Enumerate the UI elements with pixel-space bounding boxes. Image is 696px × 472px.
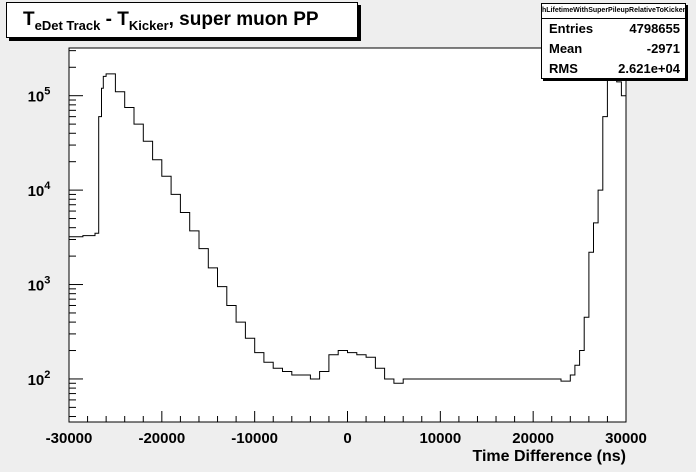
stats-row-entries: Entries 4798655 (542, 19, 685, 39)
x-tick-label: 30000 (605, 430, 647, 447)
stats-key: RMS (549, 61, 578, 76)
stats-histogram-name: hLifetimeWithSuperPileupRelativeToKicker (542, 4, 685, 19)
y-tick-label: 104 (28, 180, 52, 200)
y-tick-label: 103 (28, 275, 51, 295)
y-tick-label: 105 (28, 86, 51, 106)
x-tick-label: -20000 (138, 430, 185, 447)
chart-title-box: TeDet Track - TKicker, super muon PP (6, 2, 358, 38)
x-tick-label: 10000 (419, 430, 461, 447)
x-axis: -30000 -20000 -10000 0 10000 20000 30000 (46, 411, 647, 447)
chart-title: TeDet Track - TKicker, super muon PP (23, 9, 319, 33)
x-tick-label: 0 (343, 430, 351, 447)
plot-frame (68, 47, 627, 423)
stats-value: 2.621e+04 (618, 61, 680, 76)
stats-value: -2971 (646, 41, 680, 56)
x-tick-label: 20000 (512, 430, 554, 447)
histogram-line (69, 73, 627, 384)
stats-row-mean: Mean -2971 (542, 39, 685, 59)
x-tick-label: -30000 (46, 430, 93, 447)
stats-value: 4798655 (629, 21, 680, 36)
x-axis-label: Time Difference (ns) (472, 448, 626, 465)
stats-row-rms: RMS 2.621e+04 (542, 59, 685, 79)
y-tick-label: 102 (28, 369, 51, 389)
x-tick-label: -10000 (231, 430, 278, 447)
stats-key: Entries (549, 21, 594, 36)
stats-key: Mean (549, 41, 583, 56)
stats-box: hLifetimeWithSuperPileupRelativeToKicker… (541, 3, 686, 79)
